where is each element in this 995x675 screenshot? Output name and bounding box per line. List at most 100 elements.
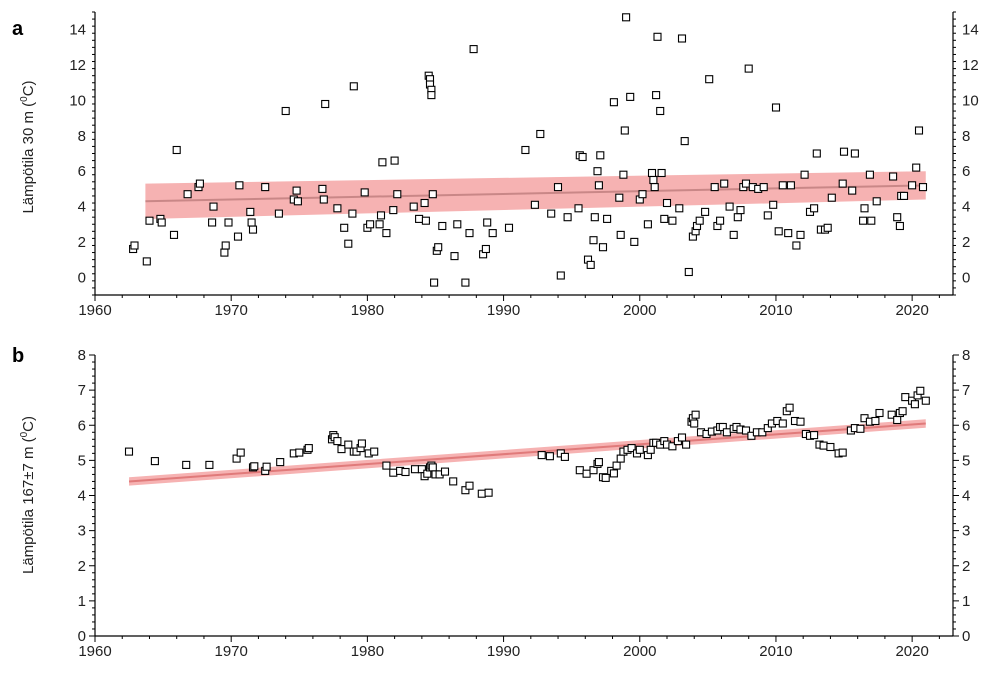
data-point-a-73 [553, 183, 563, 192]
data-point-b-12 [295, 448, 304, 457]
data-point-a-37 [366, 220, 375, 229]
data-point-b-46 [537, 451, 546, 460]
y-tick-label-left-a: 2 [78, 234, 86, 251]
y-tick-label-left-b: 7 [78, 382, 86, 399]
data-point-a-54 [428, 190, 437, 199]
data-point-a-151 [839, 147, 849, 156]
data-point-b-122 [901, 393, 910, 402]
data-point-a-11 [208, 218, 217, 227]
data-point-a-129 [744, 64, 753, 73]
data-point-a-159 [889, 172, 898, 181]
data-point-a-32 [344, 239, 353, 248]
data-point-b-45 [484, 488, 493, 497]
data-point-a-31 [340, 223, 349, 232]
data-point-a-15 [224, 218, 233, 227]
data-point-a-7 [172, 145, 181, 155]
data-point-a-68 [504, 223, 514, 232]
y-tick-label-left-b: 3 [78, 523, 86, 540]
data-point-a-84 [594, 181, 603, 190]
data-point-b-79 [690, 419, 699, 428]
x-tick-label-a: 2000 [623, 302, 656, 319]
data-point-b-60 [616, 454, 625, 463]
data-point-a-152 [848, 186, 857, 195]
data-point-a-142 [800, 170, 809, 179]
data-point-a-153 [850, 149, 859, 158]
x-tick-label-b: 2020 [895, 643, 928, 660]
y-tick-label-right-a: 12 [962, 57, 979, 74]
data-point-a-14 [221, 241, 230, 250]
data-point-a-106 [660, 214, 669, 223]
data-point-b-31 [410, 465, 420, 474]
x-tick-label-a: 1970 [215, 302, 248, 319]
data-point-a-29 [321, 99, 330, 109]
data-point-a-100 [649, 175, 658, 185]
data-point-a-108 [668, 216, 677, 225]
data-point-a-105 [657, 168, 666, 178]
data-point-b-124 [910, 400, 919, 409]
x-tick-label-b: 1970 [215, 643, 248, 660]
data-point-a-75 [563, 213, 572, 222]
data-point-a-128 [741, 179, 751, 188]
data-point-a-66 [483, 218, 492, 227]
data-point-a-71 [536, 129, 545, 139]
data-point-a-123 [725, 202, 734, 211]
data-point-a-163 [899, 191, 909, 200]
data-point-b-100 [785, 403, 794, 412]
data-point-a-74 [556, 271, 565, 280]
data-point-a-86 [598, 243, 608, 252]
x-tick-label-b: 1980 [351, 643, 384, 660]
data-point-a-92 [620, 126, 629, 135]
data-point-a-88 [609, 98, 618, 107]
data-point-b-10 [276, 458, 285, 467]
data-point-b-91 [741, 426, 751, 435]
y-tick-label-left-a: 12 [69, 57, 86, 74]
data-point-a-89 [615, 193, 624, 202]
data-point-a-33 [348, 209, 357, 218]
data-point-b-18 [333, 437, 342, 446]
data-point-a-13 [220, 248, 229, 257]
data-point-a-8 [183, 190, 192, 199]
data-point-b-80 [691, 410, 700, 419]
data-point-b-42 [461, 486, 470, 495]
data-point-a-70 [530, 200, 539, 209]
data-point-a-157 [867, 216, 876, 225]
data-point-b-108 [826, 442, 835, 452]
data-point-a-87 [603, 214, 612, 223]
data-point-a-26 [293, 197, 302, 206]
data-point-a-136 [774, 227, 783, 236]
data-point-a-10 [195, 179, 204, 188]
data-point-a-35 [360, 188, 369, 197]
data-point-b-113 [856, 424, 865, 433]
data-point-a-61 [461, 278, 470, 287]
x-tick-label-a: 1990 [487, 302, 520, 319]
data-point-a-81 [589, 236, 598, 245]
data-point-a-17 [235, 181, 244, 190]
data-point-a-45 [409, 202, 418, 211]
y-tick-label-right-a: 6 [962, 163, 970, 180]
data-point-a-97 [638, 190, 647, 199]
y-tick-label-right-b: 3 [962, 523, 970, 540]
data-point-a-72 [547, 209, 556, 218]
axes-b: 1960 1970 1980 1990 2000 2010 2020 0 0 1 1 2 2 3 3 4 4 5 5… [78, 347, 971, 660]
data-point-b-19 [337, 445, 346, 454]
data-point-b-118 [887, 410, 896, 419]
data-point-b-75 [677, 433, 687, 442]
data-point-a-117 [701, 207, 710, 216]
y-tick-label-left-b: 6 [78, 417, 86, 434]
data-point-b-41 [449, 477, 458, 486]
data-point-b-116 [871, 416, 880, 426]
data-point-a-23 [281, 106, 290, 116]
data-point-b-47 [545, 452, 554, 461]
data-point-a-124 [729, 230, 738, 239]
data-point-b-73 [668, 442, 677, 451]
data-point-b-117 [875, 408, 884, 418]
data-point-b-105 [810, 431, 819, 440]
data-point-a-62 [465, 229, 474, 238]
data-point-a-116 [695, 216, 704, 225]
data-point-a-104 [656, 106, 665, 116]
data-point-b-127 [921, 396, 930, 405]
data-point-a-139 [786, 181, 795, 190]
data-point-a-27 [318, 184, 327, 193]
y-tick-label-left-a: 4 [78, 199, 86, 216]
